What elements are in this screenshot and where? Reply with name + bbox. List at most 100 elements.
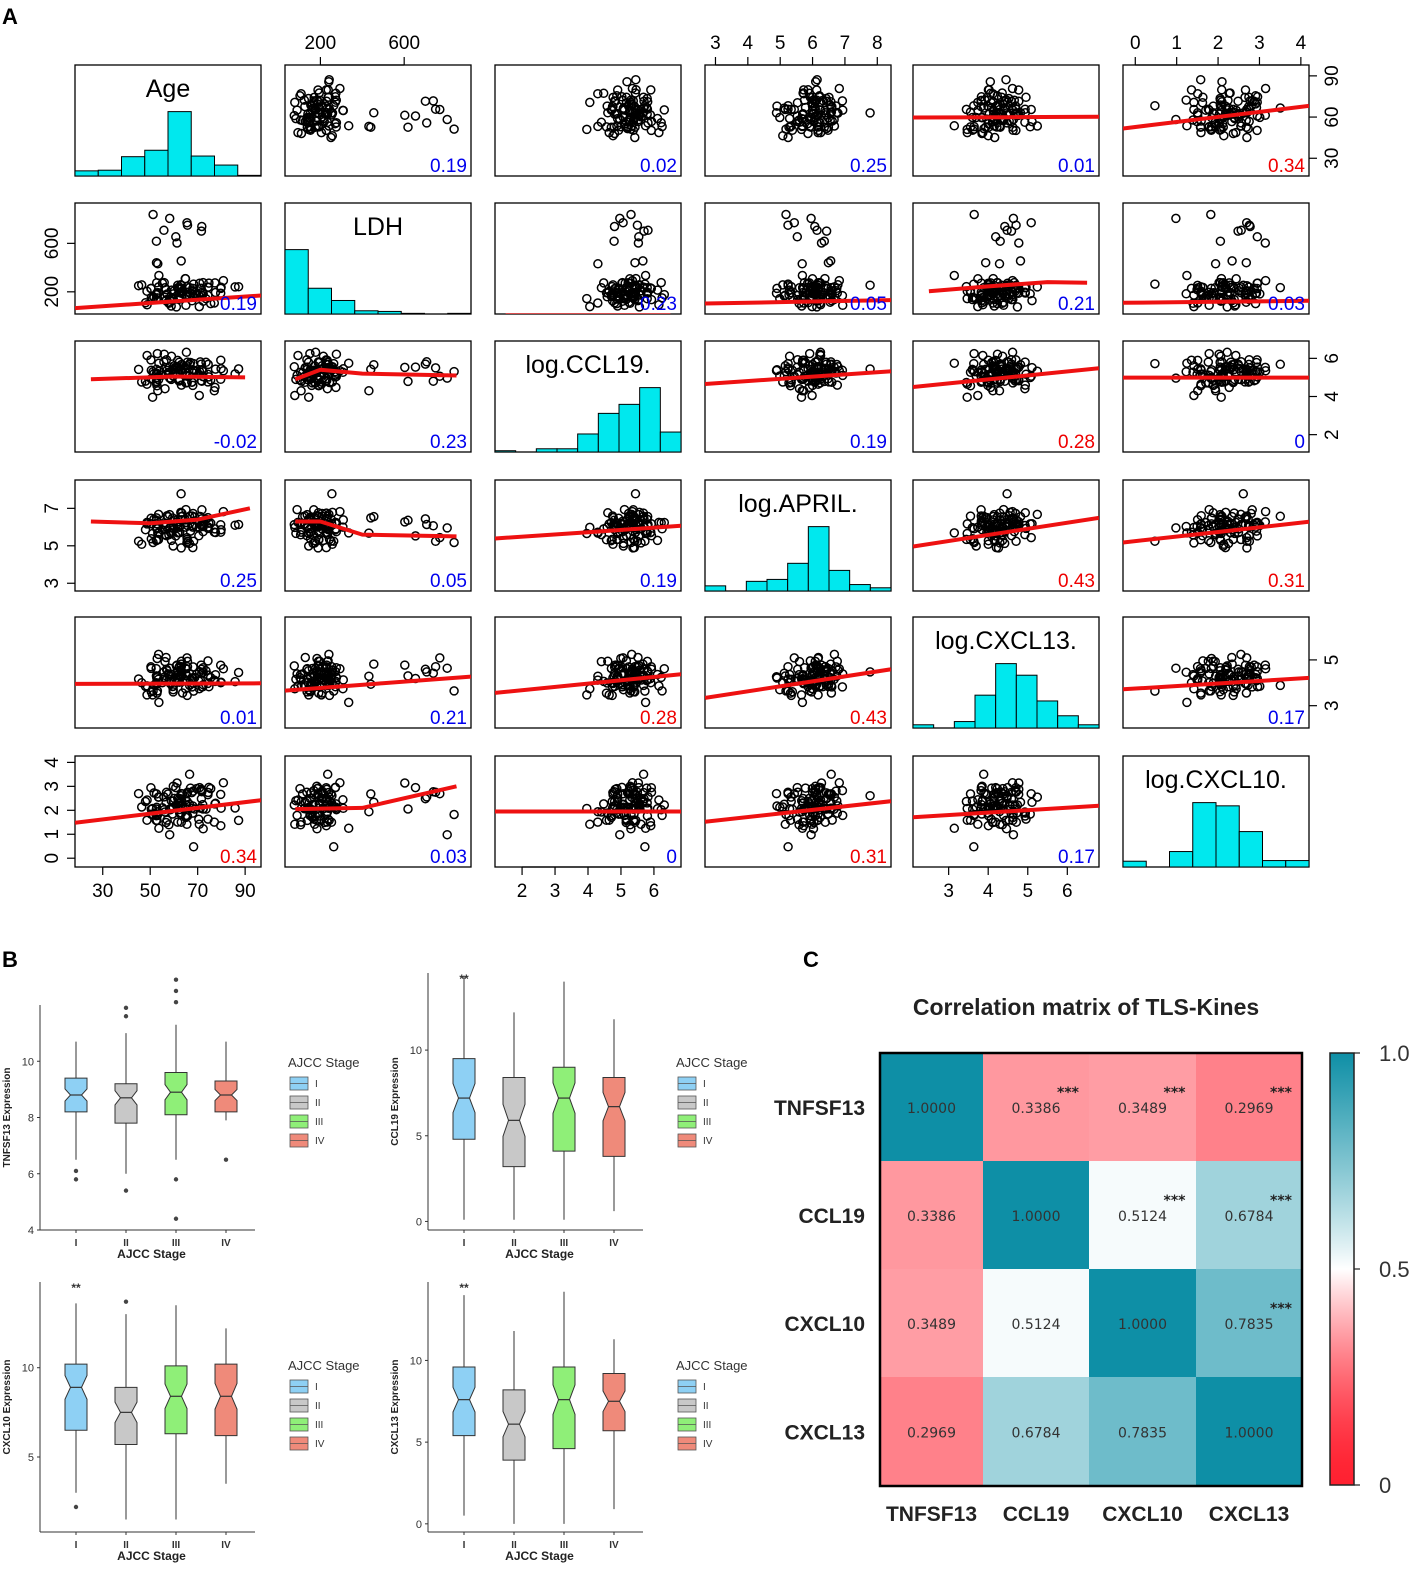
hist-bar xyxy=(354,310,379,315)
scatter-point xyxy=(628,788,638,799)
smooth-line xyxy=(295,519,457,539)
scatter-point xyxy=(826,769,836,780)
outlier-point xyxy=(173,1216,179,1221)
pairs-cell-2-4: 0.28 xyxy=(912,340,1100,453)
scatter-point xyxy=(1203,104,1214,114)
scatter-point xyxy=(1027,295,1037,306)
scatter-point xyxy=(172,778,182,788)
correlation-label: 0.01 xyxy=(1058,156,1095,177)
pairs-cell-4-2: 0.28 xyxy=(494,616,682,729)
scatter-point xyxy=(152,348,163,359)
hist-bar xyxy=(577,433,599,453)
scatter-point xyxy=(290,97,300,108)
scatter-point xyxy=(313,543,323,553)
x-tick-label: III xyxy=(172,1540,181,1551)
smooth-line xyxy=(1123,103,1309,131)
pairs-cell-2-0: -0.02 xyxy=(74,340,262,453)
outlier-point xyxy=(123,1005,129,1011)
scatter-point xyxy=(609,236,619,246)
scatter-point xyxy=(1204,348,1214,359)
scatter-point xyxy=(1275,282,1286,293)
cell-points xyxy=(928,209,1088,312)
scatter-point xyxy=(823,789,834,799)
scatter-point xyxy=(593,88,603,99)
scatter-point xyxy=(151,236,162,246)
scatter-point xyxy=(1206,653,1217,664)
scatter-point xyxy=(303,392,314,402)
scatter-point xyxy=(786,281,796,292)
scatter-point xyxy=(609,284,620,294)
pairs-cell-3-4: 0.43 xyxy=(912,479,1100,592)
scatter-point xyxy=(834,778,845,788)
scatter-point xyxy=(430,104,441,114)
pairs-cell-4-4: log.CXCL13. xyxy=(912,616,1100,729)
variable-label: log.CCL19. xyxy=(525,351,650,379)
pairs-cell-4-5: 0.17 xyxy=(1122,616,1310,729)
heatmap-title: Correlation matrix of TLS-Kines xyxy=(913,994,1259,1020)
scatter-point xyxy=(233,519,244,530)
box-body xyxy=(552,1366,576,1450)
box-body xyxy=(164,1072,188,1116)
scatter-point xyxy=(1241,653,1252,663)
y-axis-label: TNFSF13 Expression xyxy=(2,1067,13,1167)
pairs-cell-5-0: 0.34 xyxy=(74,755,262,868)
scatter-point xyxy=(176,797,186,807)
correlation-label: 0.23 xyxy=(430,432,467,453)
scatter-point xyxy=(976,799,987,810)
scatter-point xyxy=(969,842,979,852)
scatter-point xyxy=(1227,116,1237,127)
scatter-point xyxy=(601,535,612,545)
scatter-point xyxy=(771,788,782,799)
scatter-point xyxy=(1241,532,1252,543)
scatter-point xyxy=(1220,280,1231,290)
scatter-point xyxy=(632,220,643,230)
scatter-point xyxy=(1218,684,1229,695)
legend-label: II xyxy=(703,1098,709,1109)
box-stage-III xyxy=(164,977,188,1221)
scatter-point xyxy=(815,349,825,359)
scatter-point xyxy=(300,101,310,112)
axis-tick-label: 70 xyxy=(187,881,208,902)
scatter-point xyxy=(646,85,656,95)
scatter-point xyxy=(634,507,645,518)
scatter-point xyxy=(626,209,636,220)
axis-tick-label: 8 xyxy=(872,33,883,54)
heat-col-label: CCL19 xyxy=(1003,1503,1070,1526)
scatter-point xyxy=(659,105,670,115)
heat-cell-value: 0.5124 xyxy=(1012,1317,1061,1333)
scatter-point xyxy=(1000,521,1010,531)
scatter-point xyxy=(442,114,452,125)
scatter-point xyxy=(151,257,162,268)
heat-cell xyxy=(1196,1161,1303,1270)
axis-tick-label: 2 xyxy=(42,805,63,816)
correlation-label: 0.01 xyxy=(220,708,257,729)
hist-bar xyxy=(237,174,262,177)
scatter-point xyxy=(798,108,808,119)
scatter-point xyxy=(1196,381,1206,391)
scatter-point xyxy=(1025,122,1035,132)
heat-cell xyxy=(983,1269,1090,1378)
box-body xyxy=(602,1373,626,1432)
pairs-cell-frame xyxy=(284,64,472,177)
hist-bar xyxy=(1169,851,1194,868)
legend-label: I xyxy=(703,1079,706,1090)
scatter-point xyxy=(980,257,991,268)
heat-cell-value: 0.7835 xyxy=(1118,1426,1167,1442)
scatter-point xyxy=(182,532,192,543)
scatter-point xyxy=(825,108,836,118)
scatter-point xyxy=(618,684,629,695)
box-body xyxy=(114,1386,138,1445)
y-axis-label: CXCL10 Expression xyxy=(2,1359,13,1454)
hist-bar xyxy=(1057,715,1079,729)
pairs-cell-0-3: 0.25 xyxy=(704,64,892,177)
scatter-point xyxy=(146,663,156,674)
box-body xyxy=(64,1363,88,1431)
scatter-point xyxy=(312,669,322,680)
scatter-point xyxy=(634,531,644,541)
scatter-point xyxy=(634,108,645,118)
outlier-point xyxy=(173,988,179,994)
hist-bar xyxy=(704,585,727,592)
scatter-point xyxy=(176,489,186,499)
scatter-point xyxy=(313,788,323,799)
scatter-point xyxy=(216,820,226,831)
